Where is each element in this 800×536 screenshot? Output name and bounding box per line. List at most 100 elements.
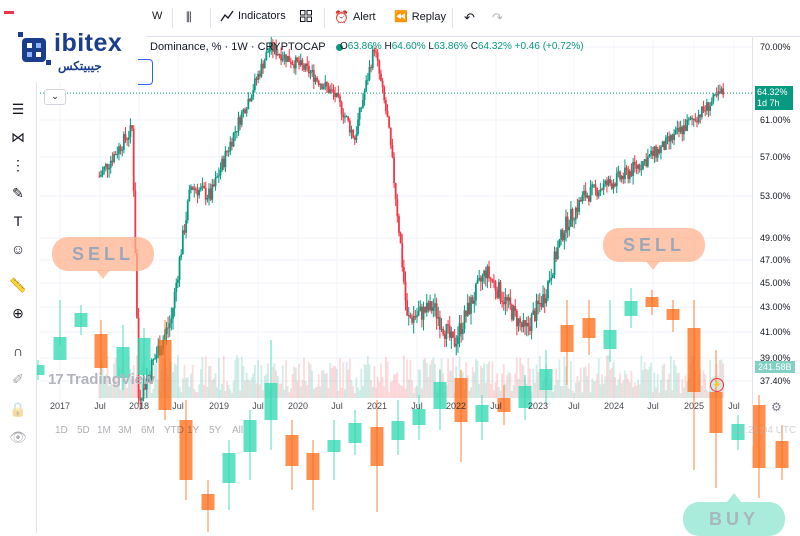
volume-bar — [406, 359, 409, 398]
price-tick-label: 53.00% — [760, 191, 791, 201]
layouts-button[interactable] — [300, 10, 312, 22]
fib-tool-icon[interactable]: ⋮ — [11, 156, 25, 173]
candle-body — [134, 190, 137, 254]
candle-body — [486, 266, 489, 279]
price-tick-label: 37.40% — [760, 376, 791, 386]
candle-body — [226, 151, 228, 153]
price-tick-label: 47.00% — [760, 255, 791, 265]
interval-button[interactable]: W — [152, 10, 162, 22]
pencil-lock-icon[interactable]: ✐ — [12, 370, 24, 387]
overlay-candle-body — [709, 392, 723, 433]
candle-body — [227, 151, 230, 153]
candle-body — [283, 54, 286, 59]
candle-body — [473, 300, 476, 304]
candle-body — [286, 56, 289, 62]
range-button-ytd[interactable]: YTD — [164, 425, 184, 436]
candle-body — [342, 114, 345, 118]
range-button-3m[interactable]: 3M — [118, 425, 132, 436]
buy-bubble: BUY — [683, 502, 785, 536]
candle-body — [358, 107, 361, 120]
volume-bar — [175, 365, 178, 398]
candle-body — [586, 195, 589, 198]
volume-bar — [422, 359, 425, 398]
range-button-1d[interactable]: 1D — [55, 425, 68, 436]
range-button-all[interactable]: All — [232, 425, 244, 436]
undo-icon[interactable]: ↶ — [464, 10, 475, 25]
zoom-in-icon[interactable]: ⊕ — [12, 304, 24, 321]
candle-body — [299, 60, 302, 66]
emoji-icon[interactable]: ☺ — [10, 241, 26, 257]
replay-button[interactable]: ⏪ Replay — [394, 10, 446, 24]
range-button-1y[interactable]: 1Y — [187, 425, 200, 436]
volume-bar — [208, 366, 210, 398]
redo-icon[interactable]: ↷ — [492, 10, 503, 25]
candle-body — [106, 164, 109, 170]
indicators-label: Indicators — [238, 10, 286, 22]
symbol-search-edge[interactable] — [138, 59, 153, 85]
volume-bar — [396, 372, 399, 398]
volume-bar — [378, 381, 381, 398]
overlay-candle-body — [94, 334, 108, 368]
overlay-candle-body — [475, 405, 489, 422]
pattern-tool-icon[interactable]: ⋈ — [11, 128, 25, 145]
candle-body — [679, 126, 682, 132]
candle-body — [204, 188, 207, 200]
horizontal-lines-icon[interactable]: ☰ — [11, 100, 25, 117]
indicators-button[interactable]: Indicators — [220, 10, 286, 22]
range-button-5y[interactable]: 5Y — [209, 425, 222, 436]
volume-bar — [648, 366, 651, 398]
range-button-1m[interactable]: 1M — [97, 425, 111, 436]
candle-body — [581, 195, 584, 202]
lightning-icon[interactable]: ⚡ — [710, 378, 724, 392]
brush-icon[interactable]: ✎ — [12, 184, 24, 201]
volume-bar — [177, 355, 179, 398]
candle-body — [101, 170, 104, 175]
volume-bar — [420, 388, 423, 398]
gear-icon[interactable]: ⚙ — [771, 400, 782, 414]
collapse-legend-button[interactable]: ⌄ — [44, 89, 66, 105]
candle-body — [689, 117, 692, 120]
candle-body — [529, 326, 531, 331]
range-button-6m[interactable]: 6M — [141, 425, 155, 436]
candle-body — [232, 132, 235, 147]
volume-bar — [132, 364, 135, 398]
eye-icon[interactable]: 👁 — [9, 428, 27, 445]
volume-bar — [216, 387, 219, 398]
candle-body — [465, 310, 467, 317]
volume-bar — [281, 365, 284, 398]
candle-body — [602, 183, 605, 190]
overlay-candle-body — [454, 378, 468, 422]
text-tool-icon[interactable]: T — [13, 213, 23, 229]
volume-bar — [301, 380, 304, 398]
volume-bar — [468, 390, 471, 398]
candle-body — [440, 328, 443, 330]
symbol-legend[interactable]: Dominance, % · 1W · CRYPTOCAP — [150, 41, 347, 53]
candles-icon[interactable]: ⫼ — [186, 10, 192, 24]
alert-button[interactable]: ⏰ Alert — [334, 10, 376, 24]
magnet-icon[interactable]: ∩ — [12, 343, 24, 359]
buy-label: BUY — [708, 509, 759, 529]
candle-body — [517, 318, 520, 327]
ruler-icon[interactable]: 📏 — [9, 276, 27, 293]
candle-body — [393, 157, 395, 184]
candle-body — [555, 251, 558, 259]
candle-body — [461, 329, 464, 335]
close-key: C — [470, 41, 478, 52]
range-button-5d[interactable]: 5D — [77, 425, 90, 436]
candle-body — [289, 61, 292, 64]
alarm-clock-icon: ⏰ — [334, 10, 349, 24]
candle-body — [576, 207, 579, 212]
overlay-candle-body — [137, 338, 151, 375]
candle-body — [435, 303, 438, 319]
candle-body — [597, 192, 600, 197]
candle-body — [126, 139, 129, 141]
volume-bar — [384, 357, 387, 398]
candle-body — [479, 277, 482, 282]
overlay-candle-body — [775, 441, 789, 468]
candle-body — [625, 167, 628, 170]
candle-body — [188, 189, 191, 201]
volume-bar — [592, 381, 595, 398]
lock-icon[interactable]: 🔒 — [9, 400, 27, 417]
volume-bar — [499, 390, 502, 398]
